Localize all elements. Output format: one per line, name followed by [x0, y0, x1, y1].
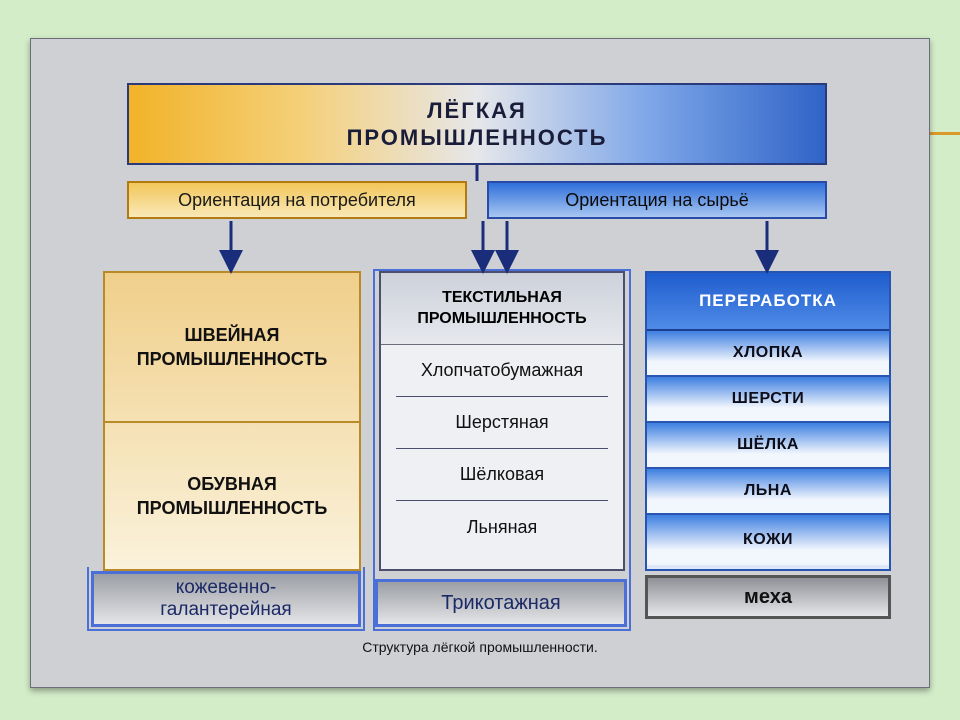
sewing-line2: ПРОМЫШЛЕННОСТЬ — [137, 347, 328, 371]
diagram-frame: ЛЁГКАЯ ПРОМЫШЛЕННОСТЬ Ориентация на потр… — [30, 38, 930, 688]
processing-row-2: ШЁЛКА — [647, 423, 889, 469]
bottom-fur: меха — [645, 575, 891, 619]
processing-row-3: ЛЬНА — [647, 469, 889, 515]
bb2-label: Трикотажная — [441, 592, 560, 615]
orientation-raw: Ориентация на сырьё — [487, 181, 827, 219]
caption: Структура лёгкой промышленности. — [31, 639, 929, 655]
title-line1: ЛЁГКАЯ — [427, 97, 527, 125]
textile-row-0: Хлопчатобумажная — [396, 345, 609, 397]
main-title: ЛЁГКАЯ ПРОМЫШЛЕННОСТЬ — [127, 83, 827, 165]
orientation-consumer-label: Ориентация на потребителя — [178, 190, 416, 211]
sewing-line1: ШВЕЙНАЯ — [137, 323, 328, 347]
textile-header-line2: ПРОМЫШЛЕННОСТЬ — [417, 309, 586, 330]
footwear-block: ОБУВНАЯ ПРОМЫШЛЕННОСТЬ — [105, 421, 359, 569]
bb1-line2: галантерейная — [160, 599, 291, 621]
textile-row-2: Шёлковая — [396, 449, 609, 501]
processing-row-1: ШЕРСТИ — [647, 377, 889, 423]
bb1-line1: кожевенно- — [176, 577, 276, 599]
textile-row-3: Льняная — [396, 501, 609, 553]
orientation-consumer: Ориентация на потребителя — [127, 181, 467, 219]
sewing-block: ШВЕЙНАЯ ПРОМЫШЛЕННОСТЬ — [105, 273, 359, 421]
processing-header: ПЕРЕРАБОТКА — [647, 273, 889, 331]
textile-header: ТЕКСТИЛЬНАЯ ПРОМЫШЛЕННОСТЬ — [381, 273, 623, 345]
footwear-line2: ПРОМЫШЛЕННОСТЬ — [137, 496, 328, 520]
orientation-raw-label: Ориентация на сырьё — [565, 190, 748, 211]
column-textile: ТЕКСТИЛЬНАЯ ПРОМЫШЛЕННОСТЬ Хлопчатобумаж… — [379, 271, 625, 571]
processing-row-4: КОЖИ — [647, 515, 889, 565]
footwear-line1: ОБУВНАЯ — [137, 472, 328, 496]
processing-row-0: ХЛОПКА — [647, 331, 889, 377]
column-sewing-footwear: ШВЕЙНАЯ ПРОМЫШЛЕННОСТЬ ОБУВНАЯ ПРОМЫШЛЕН… — [103, 271, 361, 571]
column-processing: ПЕРЕРАБОТКА ХЛОПКА ШЕРСТИ ШЁЛКА ЛЬНА КОЖ… — [645, 271, 891, 571]
bb3-label: меха — [744, 586, 792, 609]
bottom-leather-haberdashery: кожевенно- галантерейная — [91, 571, 361, 627]
bottom-knitwear: Трикотажная — [375, 579, 627, 627]
title-line2: ПРОМЫШЛЕННОСТЬ — [347, 124, 608, 152]
textile-row-1: Шерстяная — [396, 397, 609, 449]
textile-header-line1: ТЕКСТИЛЬНАЯ — [417, 288, 586, 309]
